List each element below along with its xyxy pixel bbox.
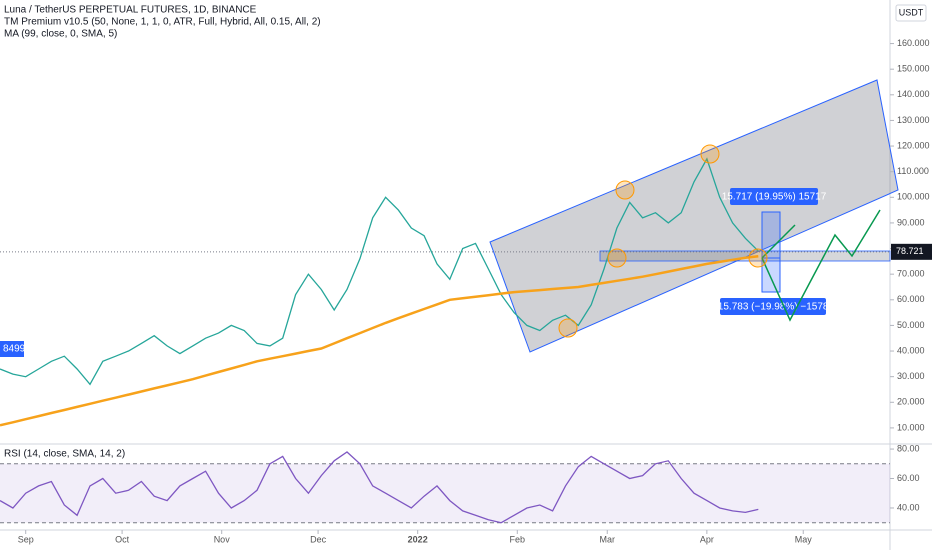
x-tick-label: Feb [510, 534, 526, 544]
measure-up-label: 15.717 (19.95%) 15717 [722, 192, 827, 203]
y-tick-label: 30.000 [897, 371, 925, 381]
y-tick-label: 80.00 [897, 443, 920, 453]
projection-up [761, 224, 796, 259]
support-zone [599, 250, 891, 262]
x-tick-label: Apr [700, 534, 714, 544]
indicator-label: TM Premium v10.5 (50, None, 1, 1, 0, ATR… [4, 17, 321, 28]
y-tick-label: 60.00 [897, 473, 920, 483]
projection-path [761, 209, 881, 322]
x-tick-label: Oct [115, 534, 130, 544]
x-tick-label: May [795, 534, 813, 544]
y-tick-label: 100.000 [897, 192, 930, 202]
y-tick-label: 60.000 [897, 294, 925, 304]
x-tick-label: Mar [600, 534, 616, 544]
y-tick-label: 130.000 [897, 115, 930, 125]
rsi-band [0, 463, 890, 523]
left-label: 8499 [3, 344, 26, 355]
last-price-bg [891, 243, 932, 260]
currency: USDT [899, 7, 924, 17]
y-tick-label: 150.000 [897, 64, 930, 74]
y-tick-label: 10.000 [897, 422, 925, 432]
chart-title: Luna / TetherUS PERPETUAL FUTURES, 1D, B… [4, 5, 257, 16]
y-tick-label: 120.000 [897, 140, 930, 150]
x-tick-label: Sep [18, 534, 34, 544]
last-price: 78.721 [896, 246, 924, 256]
left-label-bg [0, 341, 24, 357]
x-tick-label: 2022 [408, 534, 428, 544]
measure-down-label: −15.783 (−19.98%) −15783 [712, 302, 834, 313]
series-line [0, 157, 759, 386]
y-tick-label: 160.000 [897, 38, 930, 48]
x-tick-label: Dec [310, 534, 327, 544]
series-line [0, 451, 759, 524]
currency-box[interactable] [895, 4, 927, 22]
pivot-markers [558, 144, 768, 338]
rsi-title: RSI (14, close, SMA, 14, 2) [4, 449, 125, 460]
series-line [0, 254, 759, 427]
y-tick-label: 140.000 [897, 89, 930, 99]
indicator-label: MA (99, close, 0, SMA, 5) [4, 29, 117, 40]
y-tick-label: 70.000 [897, 269, 925, 279]
y-tick-label: 90.000 [897, 217, 925, 227]
y-tick-label: 110.000 [897, 166, 929, 176]
measure-up-label-bg [730, 188, 818, 205]
x-tick-label: Nov [214, 534, 231, 544]
y-tick-label: 50.000 [897, 320, 925, 330]
y-tick-label: 20.000 [897, 397, 925, 407]
measure-up-box [761, 211, 781, 259]
y-tick-label: 40.000 [897, 345, 925, 355]
y-tick-label: 40.00 [897, 502, 920, 512]
